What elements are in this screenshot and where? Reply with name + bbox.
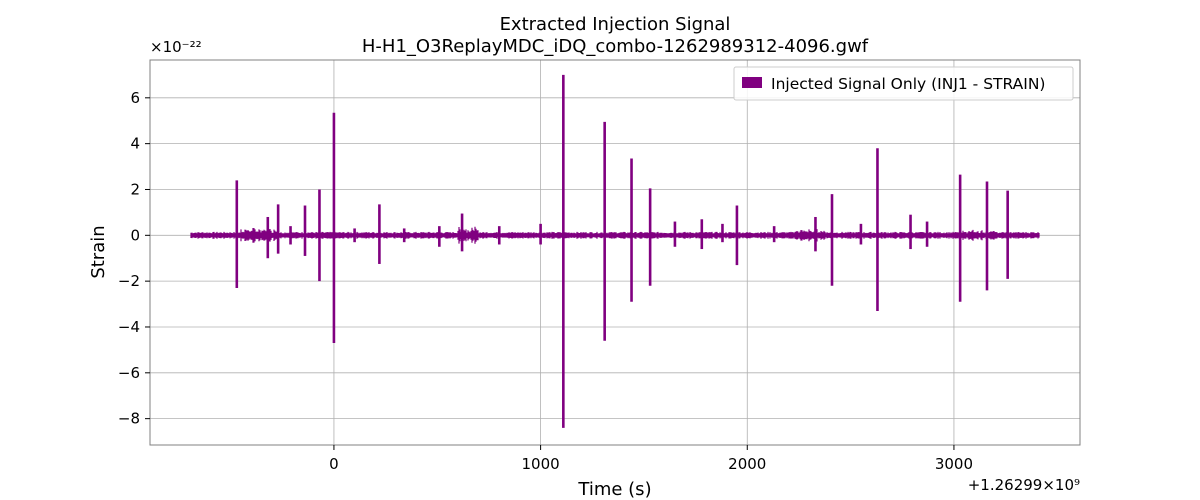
plot-frame xyxy=(149,59,1081,446)
series-layer xyxy=(190,74,1040,428)
x-axis-label: Time (s) xyxy=(577,479,651,500)
chart-subtitle: H-H1_O3ReplayMDC_iDQ_combo-1262989312-40… xyxy=(362,36,869,57)
legend-box xyxy=(733,66,1074,101)
y-tick-label: −8 xyxy=(118,410,140,428)
legend-label: Injected Signal Only (INJ1 - STRAIN) xyxy=(771,75,1045,93)
plot-background xyxy=(150,60,1080,445)
x-tick-label: 3000 xyxy=(935,455,973,473)
x-axis: 0 1000 2000 3000 xyxy=(329,445,973,473)
y-tick-label: −2 xyxy=(118,272,140,290)
legend-swatch xyxy=(742,77,762,88)
chart-title: Extracted Injection Signal xyxy=(500,14,731,35)
x-tick-label: 1000 xyxy=(522,455,560,473)
y-tick-label: 2 xyxy=(130,180,140,198)
y-tick-label: 4 xyxy=(130,135,140,153)
y-axis-label: Strain xyxy=(88,225,109,278)
y-tick-label: 6 xyxy=(130,89,140,107)
y-exponent-label: ×10⁻²² xyxy=(150,38,202,56)
x-tick-label: 2000 xyxy=(728,455,766,473)
legend: Injected Signal Only (INJ1 - STRAIN) xyxy=(733,66,1074,101)
y-tick-label: 0 xyxy=(130,226,140,244)
x-offset-label: +1.26299×10⁹ xyxy=(968,476,1080,494)
x-tick-label: 0 xyxy=(329,455,339,473)
y-tick-label: −4 xyxy=(118,318,140,336)
y-axis: −8 −6 −4 −2 0 2 4 6 xyxy=(118,89,150,428)
y-tick-label: −6 xyxy=(118,364,140,382)
